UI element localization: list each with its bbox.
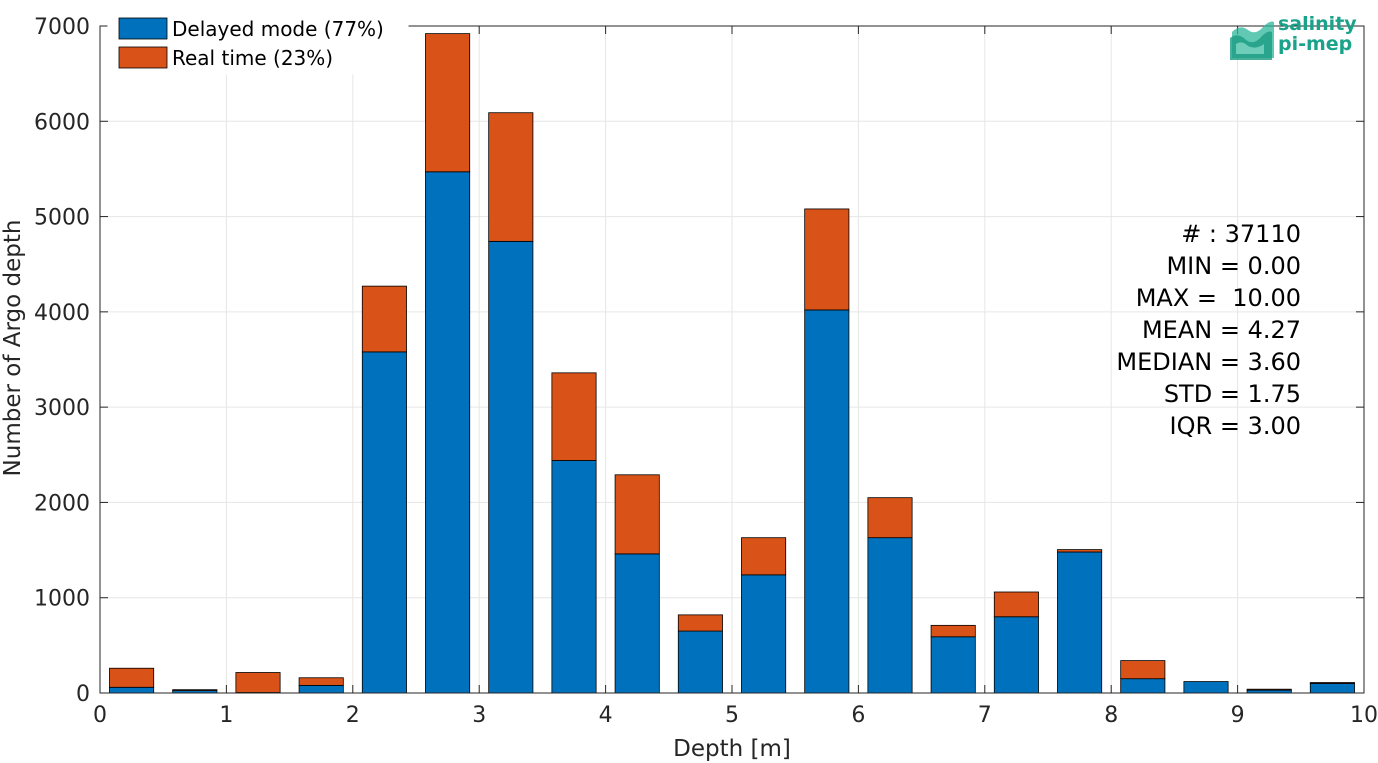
legend: Delayed mode (77%) Real time (23%): [107, 11, 409, 75]
bar-delayed-mode: [488, 240, 534, 694]
y-tick-label: 1000: [34, 587, 90, 612]
bar-delayed-mode: [425, 171, 471, 694]
bar-real-time: [361, 285, 407, 353]
x-tick-label: 8: [1104, 703, 1118, 728]
legend-label-delayed: Delayed mode (77%): [172, 17, 384, 41]
y-axis-label: Number of Argo depth: [0, 220, 26, 477]
legend-label-realtime: Real time (23%): [172, 46, 333, 70]
bar-real-time: [551, 372, 597, 461]
y-axis-ticks: 0 1000 2000 3000 4000 5000 6000 7000: [34, 15, 1364, 707]
x-axis-label: Depth [m]: [673, 736, 791, 762]
x-tick-label: 3: [472, 703, 486, 728]
bar-real-time: [488, 112, 534, 242]
bars: [109, 33, 1355, 694]
bar-real-time: [930, 624, 976, 638]
x-tick-label: 7: [978, 703, 992, 728]
bar-delayed-mode: [551, 460, 597, 694]
y-tick-label: 6000: [34, 110, 90, 135]
stat-std: STD = 1.75: [1163, 380, 1301, 408]
stat-max: MAX = 10.00: [1135, 284, 1301, 312]
x-tick-label: 0: [93, 703, 107, 728]
bar-real-time: [1309, 682, 1355, 684]
bar-real-time: [1120, 660, 1166, 680]
bar-delayed-mode: [930, 636, 976, 694]
y-tick-label: 3000: [34, 396, 90, 421]
stat-iqr: IQR = 3.00: [1169, 412, 1301, 440]
bar-real-time: [425, 33, 471, 173]
bar-delayed-mode: [677, 630, 723, 694]
bar-real-time: [109, 667, 155, 688]
y-tick-label: 0: [76, 682, 90, 707]
y-tick-label: 2000: [34, 491, 90, 516]
bar-delayed-mode: [993, 616, 1039, 694]
logo-text: salinity pi-mep: [1278, 14, 1357, 54]
y-tick-label: 4000: [34, 301, 90, 326]
bar-delayed-mode: [1120, 678, 1166, 694]
stat-count: # : 37110: [1181, 220, 1301, 248]
bar-delayed-mode: [1057, 551, 1103, 694]
bar-real-time: [614, 474, 660, 555]
statistics-box: # : 37110 MIN = 0.00 MAX = 10.00 MEAN = …: [1116, 218, 1301, 442]
bar-delayed-mode: [361, 351, 407, 694]
bar-real-time: [993, 591, 1039, 618]
bar-delayed-mode: [109, 686, 155, 694]
y-tick-label: 5000: [34, 206, 90, 231]
x-axis-ticks: 0 1 2 3 4 5 6 7 8 9 10: [93, 26, 1378, 728]
salinity-pi-mep-logo: salinity pi-mep: [1228, 14, 1358, 64]
bar-delayed-mode: [298, 684, 344, 694]
y-tick-label: 7000: [34, 15, 90, 40]
bar-real-time: [804, 208, 850, 311]
bar-delayed-mode: [867, 537, 913, 694]
x-tick-label: 6: [851, 703, 865, 728]
x-tick-label: 2: [346, 703, 360, 728]
x-tick-label: 1: [219, 703, 233, 728]
legend-swatch-realtime: [118, 46, 168, 69]
bar-delayed-mode: [1309, 683, 1355, 694]
bar-real-time: [172, 689, 218, 692]
bar-real-time: [298, 677, 344, 686]
logo-text-salinity: salinity: [1278, 13, 1357, 35]
bar-delayed-mode: [804, 309, 850, 694]
logo-text-pi-mep: pi-mep: [1278, 33, 1353, 55]
legend-swatch-delayed: [118, 17, 168, 40]
stat-min: MIN = 0.00: [1166, 252, 1301, 280]
bar-real-time: [1057, 549, 1103, 553]
x-tick-label: 9: [1231, 703, 1245, 728]
bar-delayed-mode: [1183, 681, 1229, 694]
stat-mean: MEAN = 4.27: [1141, 316, 1301, 344]
x-tick-label: 10: [1350, 703, 1378, 728]
bar-delayed-mode: [614, 553, 660, 694]
bar-delayed-mode: [741, 574, 787, 694]
wave-logo-icon: [1230, 21, 1274, 60]
bar-real-time: [741, 537, 787, 576]
x-tick-label: 5: [725, 703, 739, 728]
bar-real-time: [1246, 688, 1292, 691]
bar-real-time: [235, 672, 281, 693]
bar-real-time: [867, 497, 913, 539]
stat-median: MEDIAN = 3.60: [1116, 348, 1301, 376]
bar-real-time: [677, 614, 723, 632]
x-tick-label: 4: [599, 703, 613, 728]
